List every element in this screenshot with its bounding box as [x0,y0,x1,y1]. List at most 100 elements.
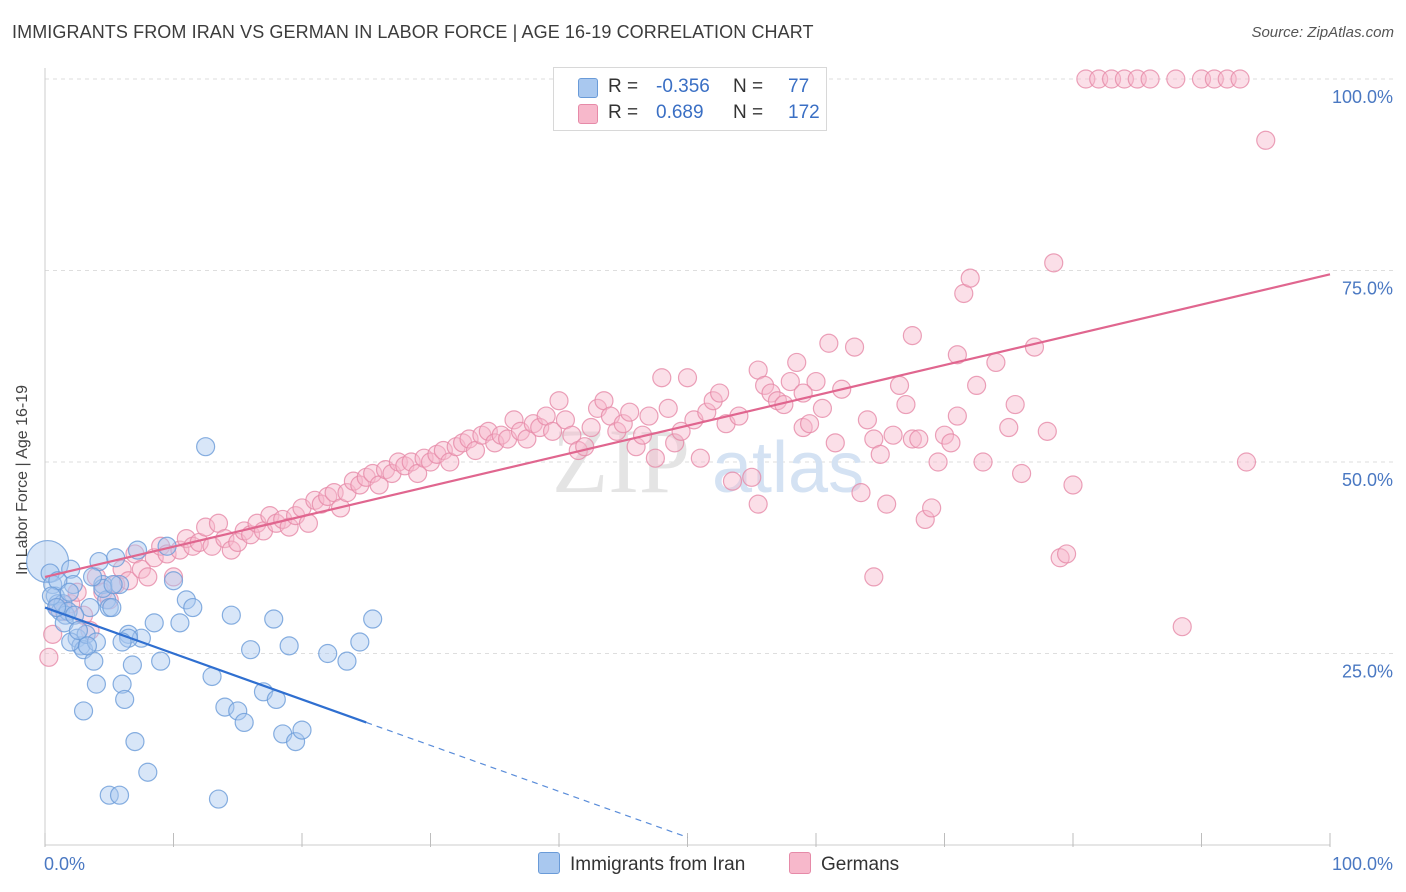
point-iran [80,597,100,618]
point-germans [999,417,1019,438]
point-germans [1044,253,1064,273]
point-germans [401,452,421,472]
point-iran [170,613,190,633]
legend: R = -0.356 N = 77 R = 0.689 N = 172 [553,67,827,131]
point-germans [864,567,884,587]
point-iran [183,597,203,618]
point-germans [883,425,903,445]
point-iran [215,697,235,717]
chart-title: IMMIGRANTS FROM IRAN VS GERMAN IN LABOR … [12,22,814,42]
point-germans [742,467,762,487]
x-tick-label-max: 100.0% [1332,854,1393,874]
data-points [25,69,1276,809]
point-germans [1236,452,1257,472]
point-germans [1037,421,1057,441]
point-iran [41,586,62,606]
point-germans [1140,69,1160,89]
point-germans [1011,463,1032,484]
bottom-legend-germans: Germans [789,852,899,876]
point-iran [264,609,284,629]
point-iran [68,620,89,641]
point-germans [658,398,678,418]
bottom-legend-swatch-iran [538,852,560,874]
point-iran [82,567,103,587]
point-germans [889,375,910,395]
point-germans [1056,544,1077,564]
point-germans [43,624,63,644]
point-germans [279,517,299,537]
point-germans [221,540,241,560]
point-iran [73,701,94,721]
point-germans [748,494,768,514]
point-iran [125,731,145,752]
point-germans [138,567,158,587]
y-tick-label: 25.0% [1342,662,1393,682]
point-germans [825,433,845,453]
y-tick-label: 75.0% [1342,279,1393,299]
point-germans [1172,617,1192,637]
legend-swatch-iran [578,78,598,98]
point-germans [857,410,878,430]
bottom-legend-label-iran: Immigrants from Iran [570,854,746,875]
point-iran [138,762,158,782]
point-germans [851,483,871,503]
point-germans [581,417,601,438]
point-iran [176,590,196,610]
point-germans [1005,394,1025,415]
point-germans [710,383,730,403]
point-iran [196,437,216,457]
point-germans [350,475,370,495]
point-iran [279,636,299,656]
point-iran [115,689,135,710]
point-iran [337,651,357,671]
point-germans [703,391,723,411]
point-germans [947,406,967,426]
legend-r-value: 0.689 [656,102,704,123]
bottom-legend-iran: Immigrants from Iran [538,852,745,876]
point-germans [902,429,922,449]
point-germans [902,326,922,346]
point-germans [967,375,987,395]
point-germans [433,440,453,461]
point-germans [1230,69,1250,89]
point-iran [292,720,312,740]
point-iran [112,674,132,694]
point-germans [549,391,569,411]
axes [44,68,1331,847]
point-germans [607,421,627,441]
trend-line-germans [44,273,1331,578]
point-iran [102,597,122,618]
point-iran [318,643,338,664]
point-germans [131,559,151,579]
point-germans [575,437,595,457]
point-germans [1166,69,1186,89]
point-germans [363,463,383,484]
point-iran [208,789,229,809]
point-germans [877,494,897,514]
point-germans [639,406,659,426]
point-germans [530,417,550,438]
legend-n-label: N = [733,102,764,123]
point-germans [870,444,890,464]
watermark-atlas: atlas [712,428,864,508]
legend-swatch-germans [578,104,598,124]
point-germans [754,375,775,395]
point-iran [350,632,370,652]
point-germans [1256,130,1276,150]
point-iran [151,651,171,671]
trend-lines [44,273,1331,838]
point-iran [163,571,184,591]
point-germans [844,337,865,357]
trend-line-iran-extension [366,721,688,838]
point-germans [1024,337,1045,357]
point-germans [799,414,820,434]
point-iran [77,636,98,656]
point-germans [652,368,672,388]
point-iran [228,701,248,721]
point-iran [285,731,306,752]
point-germans [311,494,331,514]
point-germans [896,394,916,415]
point-germans [112,559,132,579]
y-tick-label: 100.0% [1332,87,1393,107]
